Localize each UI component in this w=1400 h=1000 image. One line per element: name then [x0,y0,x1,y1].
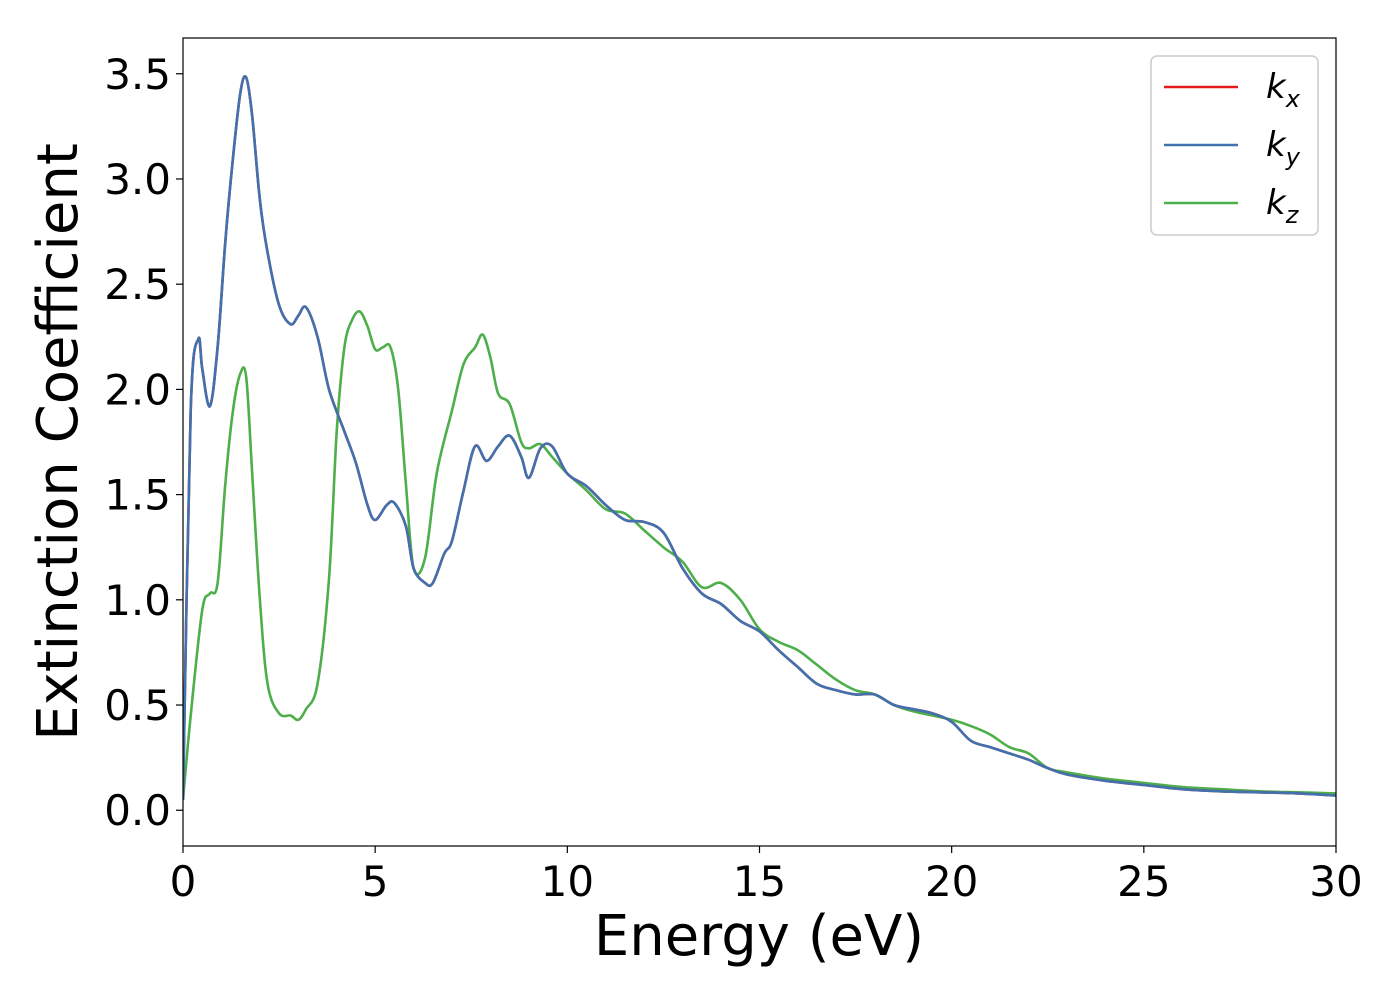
x-axis-title: Energy (eV) [594,904,924,969]
y-tick-label: 0.0 [104,786,171,835]
y-tick-label: 0.5 [104,681,171,730]
x-tick-label: 0 [170,857,197,906]
y-tick-label: 3.0 [104,155,171,204]
legend-label-ky: ky [1266,125,1301,171]
x-tick-label: 10 [541,857,594,906]
series-line-ky [183,75,1336,800]
x-tick-label: 20 [925,857,978,906]
x-tick-label: 5 [362,857,389,906]
y-axis-title: Extinction Coefficient [26,143,91,741]
y-tick-label: 1.5 [104,471,171,520]
legend-label-kz: kz [1266,183,1300,229]
y-tick-label: 2.0 [104,365,171,414]
series-line-kz [183,310,1336,800]
legend: kx ky kz [1150,55,1319,236]
y-tick-label: 2.5 [104,260,171,309]
x-axis-ticks: 0 5 10 15 20 25 30 [170,846,1363,906]
legend-label-kx: kx [1266,67,1301,113]
x-tick-label: 30 [1309,857,1362,906]
series-group [183,75,1336,800]
y-tick-label: 1.0 [104,576,171,625]
y-axis-ticks: 0.0 0.5 1.0 1.5 2.0 2.5 3.0 3.5 [104,50,183,835]
x-tick-label: 15 [733,857,786,906]
x-tick-label: 25 [1117,857,1170,906]
y-tick-label: 3.5 [104,50,171,99]
